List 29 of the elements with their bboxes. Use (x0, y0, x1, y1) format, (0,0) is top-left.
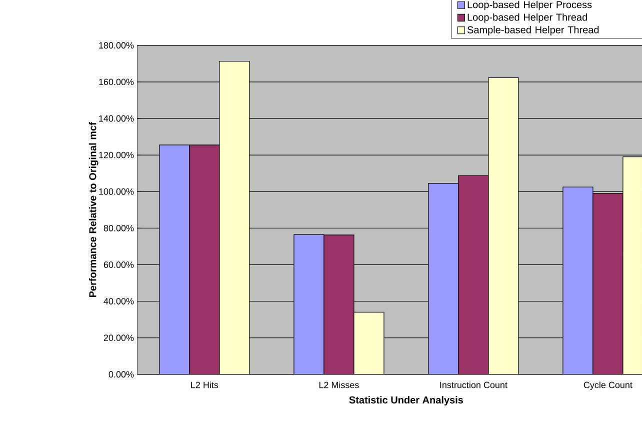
bar (159, 144, 190, 374)
legend-label: Loop-based Helper Thread (468, 13, 587, 23)
y-tick-label: 180.00% (99, 42, 134, 49)
bar (324, 234, 354, 374)
bar (294, 234, 324, 374)
x-tick-label: Instruction Count (440, 382, 508, 388)
y-tick-label: 60.00% (104, 262, 134, 268)
bar (562, 186, 594, 374)
bar (354, 312, 384, 374)
y-tick-label: 0.00% (108, 371, 134, 378)
bar (488, 77, 519, 374)
x-tick-label: Cycle Count (584, 382, 632, 390)
y-axis-title: Performance Relative to Original mcf (88, 122, 98, 297)
bar (428, 183, 459, 374)
y-tick-label: 100.00% (99, 188, 134, 195)
y-tick-label: 80.00% (104, 224, 134, 232)
bar (219, 60, 250, 374)
x-tick-label: L2 Hits (191, 382, 218, 388)
x-tick-label: L2 Misses (319, 382, 359, 388)
y-tick-label: 160.00% (99, 78, 134, 86)
y-tick-label: 140.00% (99, 115, 134, 122)
y-tick-label: 20.00% (104, 334, 134, 341)
legend-label: Loop-based Helper Process (468, 0, 592, 10)
legend-label: Sample-based Helper Thread (467, 26, 599, 36)
bar (189, 144, 220, 374)
y-tick-label: 120.00% (99, 152, 134, 158)
bar (458, 175, 489, 374)
y-tick-label: 40.00% (104, 298, 134, 304)
x-axis-title: Statistic Under Analysis (349, 396, 464, 406)
